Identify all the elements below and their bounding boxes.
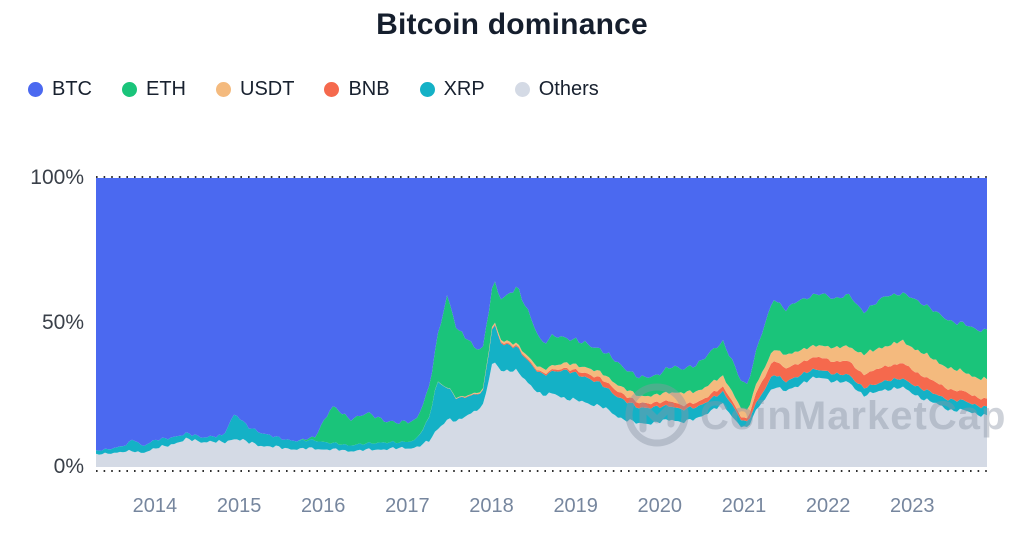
- y-tick-label: 50%: [41, 310, 84, 334]
- legend-item-others[interactable]: Others: [514, 78, 599, 101]
- legend-label-xrp: XRP: [443, 78, 485, 100]
- btc-color-dot-icon: [28, 82, 43, 97]
- legend-label-others: Others: [538, 78, 599, 100]
- legend-label-eth: ETH: [146, 78, 186, 100]
- x-tick-label: 2016: [300, 495, 346, 517]
- x-tick-label: 2023: [890, 495, 935, 517]
- area-band-others[interactable]: [96, 362, 987, 467]
- chart-legend: BTC ETH USDT BNB XRP Others: [28, 78, 599, 101]
- bnb-color-dot-icon: [324, 82, 340, 97]
- legend-item-xrp[interactable]: XRP: [419, 78, 485, 101]
- area-band-xrp[interactable]: [96, 325, 987, 455]
- legend-item-btc[interactable]: BTC: [28, 78, 92, 101]
- x-tick-label: 2017: [385, 495, 430, 517]
- legend-label-btc: BTC: [52, 78, 92, 100]
- x-tick-label: 2014: [132, 495, 178, 517]
- legend-label-usdt: USDT: [240, 78, 295, 100]
- others-color-dot-icon: [514, 82, 530, 97]
- x-tick-label: 2018: [469, 495, 514, 517]
- x-tick-label: 2015: [216, 495, 262, 517]
- legend-label-bnb: BNB: [348, 78, 390, 100]
- page-title: Bitcoin dominance: [376, 8, 648, 41]
- x-tick-label: 2021: [721, 495, 767, 517]
- legend-item-eth[interactable]: ETH: [122, 78, 186, 101]
- x-tick-label: 2020: [637, 495, 683, 517]
- legend-item-usdt[interactable]: USDT: [216, 78, 294, 101]
- usdt-color-dot-icon: [216, 82, 231, 97]
- area-band-btc[interactable]: [96, 178, 987, 451]
- xrp-color-dot-icon: [419, 82, 435, 97]
- x-tick-label: 2022: [805, 495, 851, 517]
- x-tick-label: 2019: [553, 495, 598, 517]
- legend-item-bnb[interactable]: BNB: [324, 78, 390, 101]
- eth-color-dot-icon: [122, 82, 137, 97]
- y-tick-label: 0%: [53, 455, 84, 478]
- y-tick-label: 100%: [30, 166, 84, 189]
- area-band-eth[interactable]: [96, 281, 987, 451]
